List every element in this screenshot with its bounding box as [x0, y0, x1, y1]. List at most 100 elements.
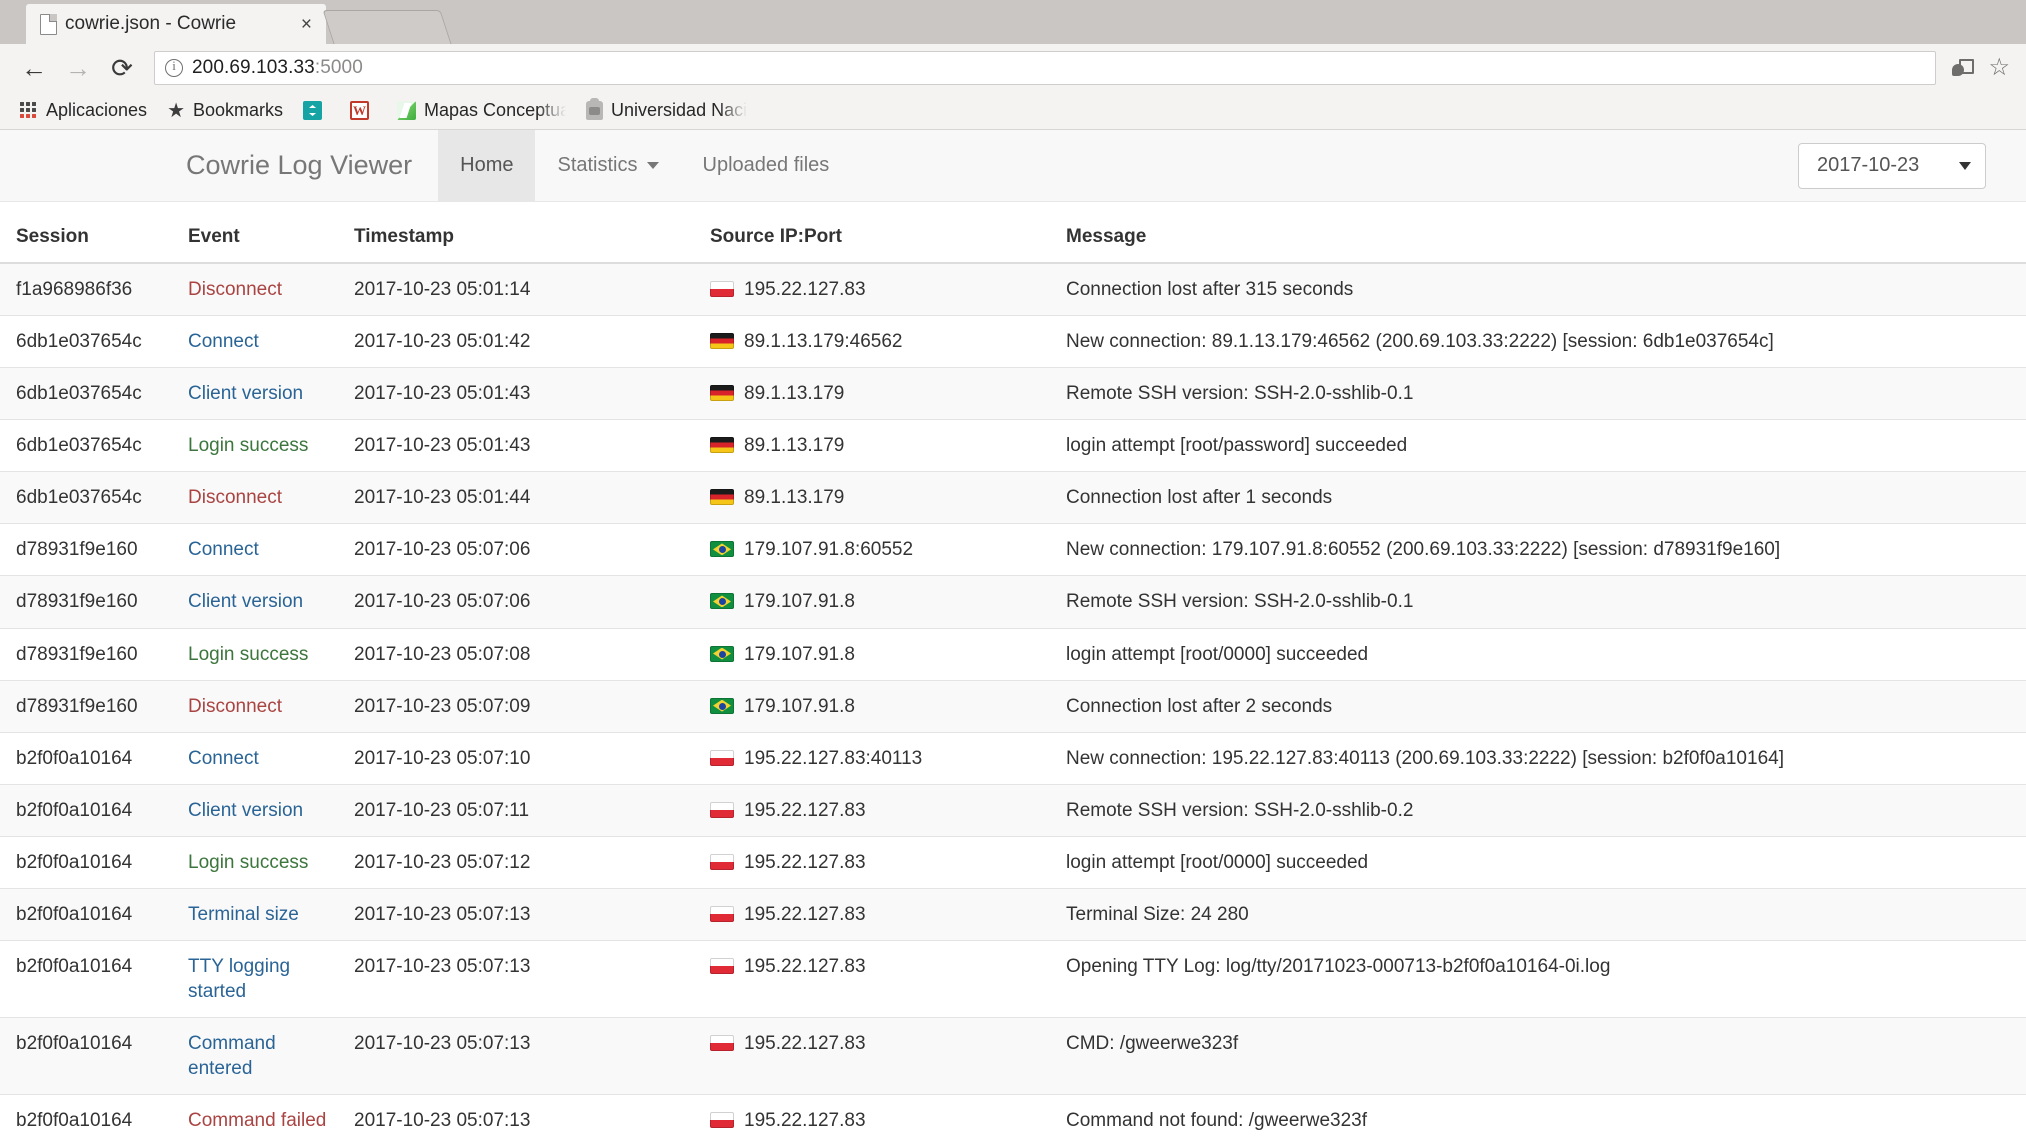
cell-timestamp: 2017-10-23 05:07:12	[344, 835, 700, 889]
event-link[interactable]: Connect	[188, 539, 259, 561]
bookmark-universidad-nacional[interactable]: Universidad Naci	[578, 96, 759, 125]
cell-event[interactable]: Connect	[178, 315, 344, 368]
cell-session: 6db1e037654c	[0, 367, 178, 420]
bookmark-bookmarks[interactable]: ★ Bookmarks	[159, 96, 295, 125]
cell-event[interactable]: Login success	[178, 627, 344, 681]
event-link[interactable]: Connect	[188, 331, 259, 353]
cell-message: Command not found: /gweerwe323f	[1056, 1094, 2026, 1146]
table-row[interactable]: 6db1e037654c Disconnect 2017-10-23 05:01:4…	[0, 471, 2026, 524]
tab-title: cowrie.json - Cowrie	[65, 13, 237, 34]
country-flag-icon	[710, 697, 734, 714]
toolbar-icons: ☆	[1940, 56, 2010, 80]
table-row[interactable]: b2f0f0a10164 Connect 2017-10-23 05:07:10 19…	[0, 731, 2026, 785]
event-link[interactable]: Login success	[188, 851, 309, 873]
cell-event[interactable]: Client version	[178, 575, 344, 629]
table-row[interactable]: b2f0f0a10164 Terminal size 2017-10-23 05:0…	[0, 887, 2026, 941]
nav-item-uploaded-files[interactable]: Uploaded files	[681, 130, 852, 201]
back-icon[interactable]: ←	[21, 53, 47, 83]
table-row[interactable]: b2f0f0a10164 TTY logging started 2017-10-2…	[0, 940, 2026, 1018]
country-flag-icon	[710, 905, 734, 922]
cell-event[interactable]: Connect	[178, 731, 344, 785]
cell-event[interactable]: Client version	[178, 783, 344, 837]
table-row[interactable]: b2f0f0a10164 Command entered 2017-10-23 05…	[0, 1017, 2026, 1095]
event-link[interactable]: Login success	[188, 643, 309, 665]
wikipedia-icon: W	[350, 101, 370, 120]
bookmark-star-icon[interactable]: ☆	[1988, 54, 2010, 81]
column-header-event[interactable]: Event	[178, 202, 344, 264]
cell-source-ip: 195.22.127.83	[700, 835, 1056, 889]
event-link[interactable]: Disconnect	[188, 695, 282, 717]
ip-text: 195.22.127.83	[744, 956, 866, 978]
cell-event[interactable]: Login success	[178, 419, 344, 472]
event-link[interactable]: Disconnect	[188, 487, 282, 509]
cell-event[interactable]: Disconnect	[178, 471, 344, 524]
event-link[interactable]: TTY logging started	[188, 956, 291, 1003]
nav-item-home[interactable]: Home	[438, 130, 536, 201]
table-row[interactable]: d78931f9e160 Connect 2017-10-23 05:07:06 17…	[0, 523, 2026, 576]
column-header-timestamp[interactable]: Timestamp	[344, 202, 700, 264]
cell-source-ip: 195.22.127.83	[700, 783, 1056, 837]
cell-source-ip: 179.107.91.8:60552	[700, 523, 1056, 576]
event-link[interactable]: Command failed	[188, 1110, 327, 1132]
table-row[interactable]: f1a968986f36 Disconnect 2017-10-23 05:01:1…	[0, 262, 2026, 316]
column-header-message[interactable]: Message	[1056, 202, 2026, 264]
event-link[interactable]: Client version	[188, 591, 304, 613]
country-flag-icon	[710, 385, 734, 402]
bookmark-mapas-conceptuales[interactable]: Mapas Conceptua	[389, 96, 578, 125]
nav-item-statistics[interactable]: Statistics	[535, 130, 680, 201]
cell-event[interactable]: Client version	[178, 367, 344, 420]
event-link[interactable]: Connect	[188, 747, 259, 769]
close-icon[interactable]: ×	[300, 13, 312, 35]
cell-event[interactable]: Command entered	[178, 1017, 344, 1095]
cell-event[interactable]: Connect	[178, 523, 344, 576]
cell-timestamp: 2017-10-23 05:07:13	[344, 940, 700, 1018]
cell-message: Connection lost after 315 seconds	[1056, 262, 2026, 316]
cell-message: login attempt [root/0000] succeeded	[1056, 835, 2026, 889]
cell-event[interactable]: Login success	[178, 835, 344, 889]
date-select-value: 2017-10-23	[1817, 154, 1920, 176]
event-link[interactable]: Client version	[188, 799, 304, 821]
table-row[interactable]: d78931f9e160 Login success 2017-10-23 05:0…	[0, 627, 2026, 681]
table-row[interactable]: 6db1e037654c Connect 2017-10-23 05:01:42 89…	[0, 315, 2026, 368]
table-row[interactable]: b2f0f0a10164 Client version 2017-10-23 05:…	[0, 783, 2026, 837]
cell-message: New connection: 179.107.91.8:60552 (200.…	[1056, 523, 2026, 576]
table-row[interactable]: 6db1e037654c Client version 2017-10-23 05:…	[0, 367, 2026, 420]
date-select[interactable]: 2017-10-23	[1798, 142, 1986, 189]
cell-message: Remote SSH version: SSH-2.0-sshlib-0.1	[1056, 575, 2026, 629]
cell-session: d78931f9e160	[0, 679, 178, 733]
country-flag-icon	[710, 801, 734, 818]
table-row[interactable]: 6db1e037654c Login success 2017-10-23 05:0…	[0, 419, 2026, 472]
table-row[interactable]: d78931f9e160 Disconnect 2017-10-23 05:07:0…	[0, 679, 2026, 733]
reload-icon[interactable]: ⟳	[111, 53, 133, 83]
event-link[interactable]: Terminal size	[188, 903, 299, 925]
event-link[interactable]: Disconnect	[188, 279, 282, 300]
column-header-source-ip[interactable]: Source IP:Port	[700, 202, 1056, 264]
site-info-icon[interactable]	[165, 58, 183, 77]
cell-event[interactable]: Disconnect	[178, 679, 344, 733]
event-link[interactable]: Client version	[188, 383, 304, 405]
address-bar[interactable]: 200.69.103.33:5000	[154, 51, 1937, 85]
cell-session: d78931f9e160	[0, 523, 178, 576]
cell-event[interactable]: TTY logging started	[178, 940, 344, 1018]
cell-source-ip: 195.22.127.83	[700, 940, 1056, 1018]
forward-icon[interactable]: →	[65, 53, 91, 83]
cell-event[interactable]: Disconnect	[178, 262, 344, 316]
bookmark-wikipedia[interactable]: W	[342, 97, 389, 124]
event-link[interactable]: Command entered	[188, 1033, 276, 1080]
table-row[interactable]: b2f0f0a10164 Command failed 2017-10-23 05:…	[0, 1094, 2026, 1146]
event-link[interactable]: Login success	[188, 435, 309, 457]
bookmark-label: Aplicaciones	[46, 100, 148, 120]
browser-tab[interactable]: cowrie.json - Cowrie ×	[26, 4, 326, 44]
column-header-session[interactable]: Session	[0, 202, 178, 264]
app-brand[interactable]: Cowrie Log Viewer	[186, 150, 413, 180]
bookmark-apps[interactable]: Aplicaciones	[12, 96, 159, 125]
table-row[interactable]: b2f0f0a10164 Login success 2017-10-23 05:0…	[0, 835, 2026, 889]
cell-event[interactable]: Terminal size	[178, 887, 344, 941]
table-header-row: Session Event Timestamp Source IP:Port M…	[0, 202, 2026, 264]
cell-event[interactable]: Command failed	[178, 1094, 344, 1146]
table-row[interactable]: d78931f9e160 Client version 2017-10-23 05:…	[0, 575, 2026, 629]
log-table: Session Event Timestamp Source IP:Port M…	[0, 202, 2026, 1146]
bookmark-teal[interactable]	[295, 97, 342, 124]
cast-icon[interactable]	[1952, 59, 1975, 77]
new-tab-button[interactable]	[322, 10, 452, 44]
